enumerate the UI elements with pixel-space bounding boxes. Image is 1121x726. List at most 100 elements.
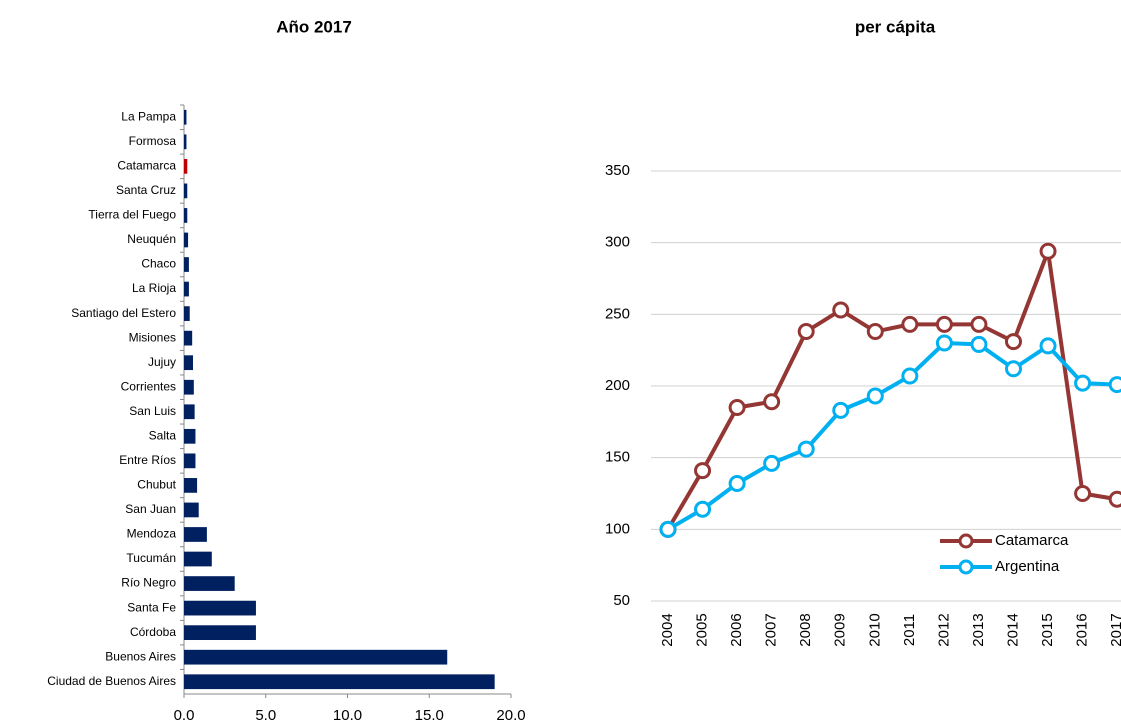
point — [763, 393, 781, 411]
point — [728, 399, 746, 416]
point — [659, 520, 677, 538]
point — [970, 335, 988, 353]
x-tick-label: 2015 — [1039, 613, 1056, 646]
y-tick-label: Jujuy — [148, 355, 176, 369]
bar — [184, 404, 195, 420]
y-tick-label: Corrientes — [121, 379, 176, 393]
y-tick-label: Neuquén — [127, 232, 176, 246]
bar — [184, 379, 194, 395]
bar — [184, 478, 198, 493]
y-tick-label: 250 — [605, 305, 630, 322]
y-tick-label: Córdoba — [130, 625, 176, 639]
point — [1108, 490, 1121, 508]
y-tick-label: Tierra del Fuego — [88, 208, 176, 222]
bar — [184, 600, 256, 616]
point — [866, 387, 884, 405]
bar — [184, 428, 196, 444]
y-tick-label: San Juan — [125, 502, 176, 516]
point — [728, 474, 746, 492]
point — [763, 454, 781, 472]
bar — [184, 649, 448, 665]
point — [832, 401, 850, 419]
x-tick-label: 2017 — [1108, 613, 1121, 646]
x-tick-label: 2005 — [694, 613, 711, 646]
x-tick-label: 2008 — [797, 613, 814, 646]
y-tick-label: Santiago del Estero — [71, 306, 176, 320]
y-tick-label: San Luis — [129, 404, 176, 418]
x-tick-label: 2010 — [866, 613, 883, 646]
y-tick-label: Santa Cruz — [116, 183, 176, 197]
x-tick-label: 2007 — [763, 613, 780, 646]
x-tick-label: 5.0 — [255, 707, 276, 724]
bar — [184, 330, 193, 346]
y-tick-label: 200 — [605, 377, 630, 394]
x-tick-label: 2013 — [970, 613, 987, 646]
bar — [184, 134, 187, 150]
y-tick-label: Chaco — [141, 257, 176, 271]
y-tick-label: La Pampa — [121, 109, 176, 123]
legend-swatch — [958, 559, 974, 575]
point — [797, 440, 815, 458]
y-tick-label: 300 — [605, 234, 630, 251]
bar — [184, 183, 188, 199]
bar — [184, 453, 196, 469]
chart-title: per cápita — [855, 17, 936, 36]
bar — [184, 281, 189, 297]
x-tick-label: 15.0 — [415, 707, 444, 724]
y-tick-label: Formosa — [129, 134, 177, 148]
point — [1005, 333, 1022, 351]
x-tick-label: 2016 — [1074, 613, 1091, 646]
y-tick-label: Ciudad de Buenos Aires — [47, 674, 176, 688]
x-tick-label: 2004 — [659, 613, 676, 646]
point — [935, 315, 953, 333]
point — [694, 462, 712, 480]
bar — [184, 502, 199, 518]
y-tick-label: Chubut — [137, 478, 176, 492]
bar — [184, 355, 193, 371]
bar — [184, 109, 187, 125]
bar — [184, 576, 235, 591]
bar — [184, 208, 188, 223]
y-tick-label: Misiones — [129, 330, 176, 344]
x-tick-label: 2006 — [728, 613, 745, 646]
x-tick-label: 2011 — [901, 614, 918, 646]
point — [1039, 242, 1057, 260]
y-tick-label: Catamarca — [117, 159, 176, 173]
point — [1074, 485, 1092, 502]
point — [1005, 360, 1022, 378]
y-tick-label: Mendoza — [127, 527, 177, 541]
bar — [184, 527, 207, 542]
x-tick-label: 10.0 — [333, 707, 362, 724]
point — [1108, 376, 1121, 394]
legend-label: Argentina — [995, 558, 1060, 575]
legend-swatch — [958, 533, 974, 549]
x-tick-label: 2014 — [1004, 613, 1021, 646]
y-tick-label: 50 — [613, 592, 630, 609]
bar — [184, 551, 212, 567]
point — [970, 315, 988, 333]
point — [694, 500, 712, 518]
bar — [184, 306, 190, 321]
point — [901, 367, 919, 385]
x-tick-label: 0.0 — [174, 707, 195, 724]
y-tick-label: Entre Ríos — [119, 453, 176, 467]
point — [866, 323, 884, 341]
y-tick-label: Río Negro — [121, 576, 176, 590]
point — [1039, 337, 1057, 355]
y-tick-label: La Rioja — [132, 281, 176, 295]
y-tick-label: 350 — [605, 162, 630, 179]
point — [1074, 374, 1092, 392]
y-tick-label: Santa Fe — [127, 600, 176, 614]
line — [666, 341, 1118, 532]
x-tick-label: 20.0 — [496, 707, 525, 724]
legend-label: Catamarca — [995, 532, 1069, 549]
x-tick-label: 2012 — [935, 613, 952, 646]
y-tick-label: Tucumán — [126, 551, 176, 565]
y-tick-label: Salta — [149, 428, 177, 442]
x-tick-label: 2009 — [832, 613, 849, 646]
bar — [184, 674, 495, 690]
chart-title: Año 2017 — [276, 17, 352, 36]
y-tick-label: 150 — [605, 449, 630, 466]
point — [832, 301, 850, 319]
